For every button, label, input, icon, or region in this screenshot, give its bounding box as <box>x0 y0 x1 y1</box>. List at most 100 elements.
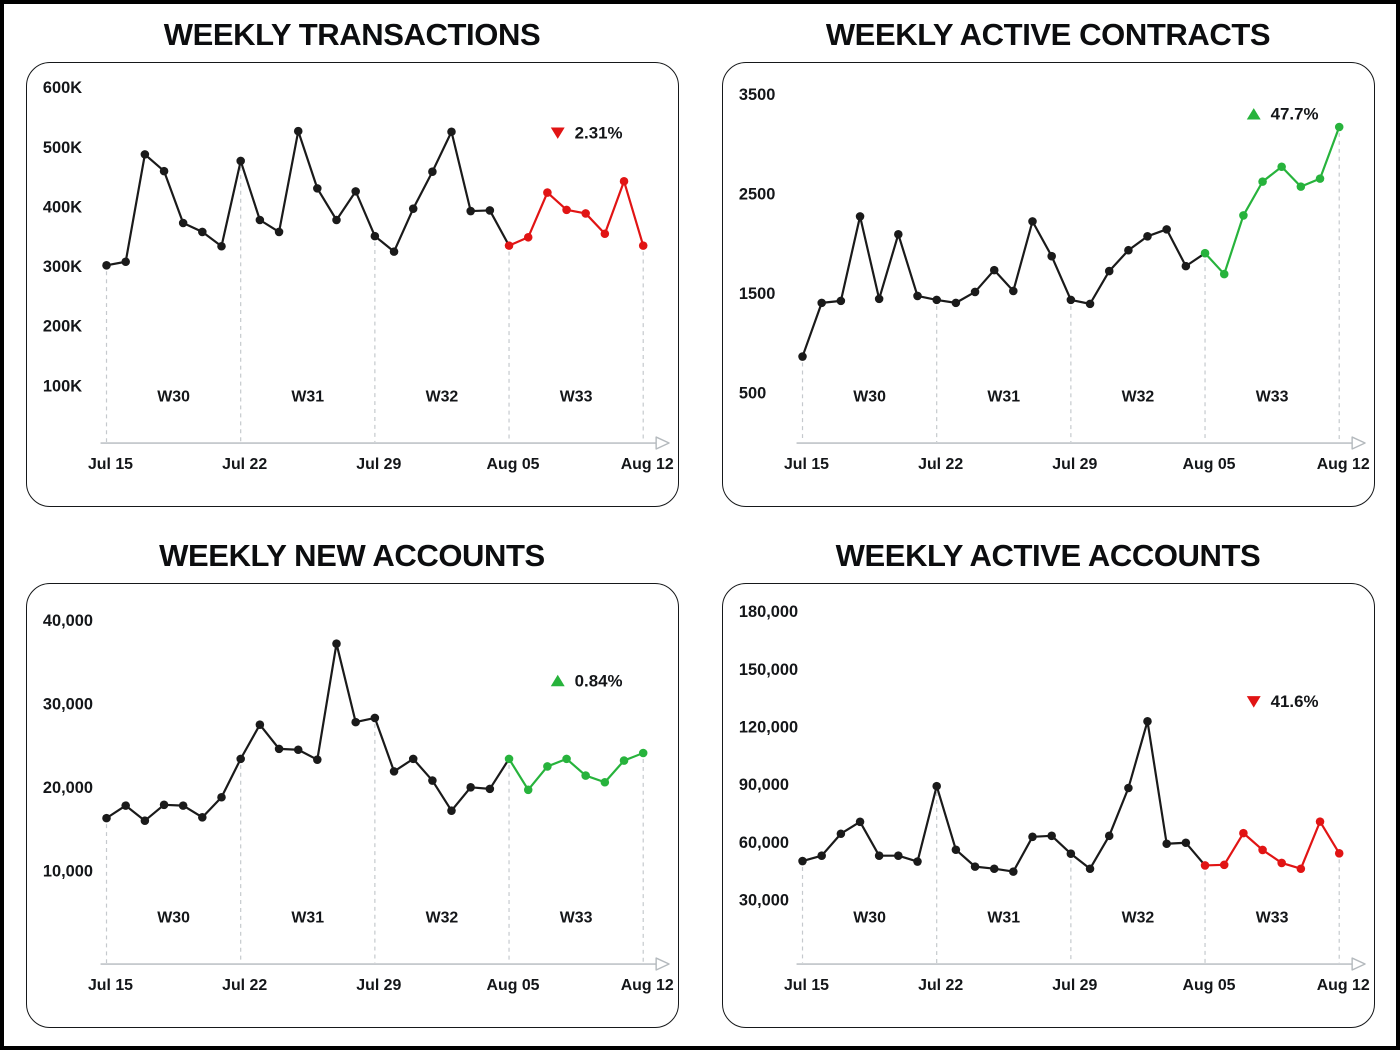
x-tick-label: Jul 22 <box>222 456 267 473</box>
change-badge: 2.31% <box>550 123 622 142</box>
week-label: W32 <box>1121 909 1154 926</box>
week-label: W33 <box>559 909 592 926</box>
data-point-dot <box>580 209 590 218</box>
data-point-dot <box>408 204 418 213</box>
data-point-dot <box>542 188 552 197</box>
x-tick-label: Aug 12 <box>620 456 673 473</box>
y-tick-label: 30,000 <box>738 891 788 909</box>
data-point-dot <box>370 231 379 241</box>
data-point-dot <box>159 800 168 810</box>
change-badge: 41.6% <box>1246 692 1318 711</box>
data-point-dot <box>1315 817 1324 826</box>
y-tick-label: 500 <box>738 384 765 402</box>
y-axis-labels: 180,000 150,000 120,000 90,000 60,000 30,000 <box>738 603 797 909</box>
y-tick-label: 30,000 <box>42 696 92 714</box>
y-tick-label: 180,000 <box>738 603 797 621</box>
data-point-dot <box>893 851 903 860</box>
trend-line-past <box>105 130 510 267</box>
x-tick-label: Aug 12 <box>1316 977 1369 994</box>
y-tick-label: 600K <box>42 79 81 97</box>
data-point-dot <box>638 241 647 250</box>
week-label: W30 <box>853 909 886 926</box>
x-tick-label: Aug 05 <box>1182 977 1235 994</box>
y-tick-label: 150,000 <box>738 661 797 679</box>
data-point-dot <box>1334 122 1343 132</box>
down-arrow-icon <box>550 127 565 139</box>
data-point-dot <box>178 801 187 810</box>
y-tick-label: 200K <box>42 318 81 336</box>
week-dividers <box>105 723 644 964</box>
y-tick-label: 2500 <box>738 186 774 204</box>
x-tick-label: Aug 05 <box>486 456 539 473</box>
axis-arrow-icon <box>654 957 670 971</box>
up-arrow-icon <box>1246 108 1261 120</box>
dashboard: WEEKLY TRANSACTIONS 600K 500K 400K 300K 200K… <box>4 4 1396 1046</box>
data-point-dot <box>178 218 187 228</box>
data-point-dot <box>1296 182 1305 191</box>
chart-title-weekly-active-contracts: WEEKLY ACTIVE CONTRACTS <box>825 17 1271 52</box>
data-point-dot <box>951 845 960 855</box>
week-labels: W30 W31 W32 W33 <box>157 909 592 926</box>
data-point-dot <box>836 296 845 306</box>
data-point-dot <box>912 857 922 866</box>
data-point-dot <box>255 720 264 729</box>
data-point-dot <box>101 261 111 270</box>
data-point-dot <box>1334 849 1343 858</box>
week-label: W31 <box>291 388 324 405</box>
data-point-dot <box>619 176 628 186</box>
trend-line-past <box>800 215 1206 357</box>
data-point-dot <box>523 233 532 242</box>
axis-arrow-icon <box>1350 436 1366 450</box>
data-point-dot <box>1046 831 1056 841</box>
change-badge-label: 41.6% <box>1270 692 1318 711</box>
y-tick-label: 100K <box>42 377 81 395</box>
data-point-dot <box>389 247 398 256</box>
change-badge-label: 0.84% <box>574 671 622 690</box>
data-point-dot <box>485 784 494 794</box>
data-point-dot <box>1161 839 1171 849</box>
x-tick-label: Jul 15 <box>783 977 828 994</box>
data-point-dot <box>465 783 475 792</box>
data-point-dot <box>580 771 590 780</box>
y-tick-label: 10,000 <box>42 863 92 881</box>
data-point-dot <box>989 265 999 275</box>
data-point-dot <box>159 166 168 176</box>
data-point-dot <box>1296 864 1305 873</box>
week-label: W31 <box>987 388 1020 405</box>
panel-weekly-transactions: WEEKLY TRANSACTIONS 600K 500K 400K 300K 200K… <box>4 4 700 525</box>
data-point-dot <box>197 813 207 822</box>
week-label: W33 <box>1255 388 1288 405</box>
data-point-dot <box>255 215 264 225</box>
data-point-dot <box>1257 845 1267 855</box>
data-point-dot <box>120 801 130 810</box>
data-points <box>797 122 1343 361</box>
week-label: W33 <box>559 388 592 405</box>
data-point-dot <box>816 298 826 308</box>
x-axis <box>100 957 670 971</box>
data-point-dot <box>235 156 245 166</box>
x-tick-label: Jul 22 <box>222 977 267 994</box>
data-point-dot <box>1276 858 1286 868</box>
data-point-dot <box>638 748 647 758</box>
chart-card-weekly-active-accounts: 180,000 150,000 120,000 90,000 60,000 30,000 J… <box>721 583 1375 1028</box>
y-axis-labels: 3500 2500 1500 500 <box>738 86 774 402</box>
data-point-dot <box>504 754 513 764</box>
chart-card-weekly-active-contracts: 3500 2500 1500 500 Jul 15 Jul 22 Jul 29 Aug 05 A… <box>721 62 1375 507</box>
x-tick-label: Jul 22 <box>918 456 963 473</box>
down-arrow-icon <box>1246 696 1261 708</box>
data-point-dot <box>1200 248 1209 258</box>
data-point-dot <box>1200 861 1209 870</box>
data-point-dot <box>197 227 207 237</box>
change-badge-label: 47.7% <box>1270 105 1318 124</box>
trend-line-past <box>801 720 1206 873</box>
data-point-dot <box>370 713 379 723</box>
y-tick-label: 400K <box>42 198 81 216</box>
data-point-dot <box>1181 261 1190 271</box>
data-point-dot <box>523 785 532 795</box>
data-point-dot <box>312 755 322 764</box>
data-point-dot <box>446 806 456 815</box>
data-point-dot <box>836 829 845 839</box>
data-point-dot <box>1085 299 1094 309</box>
data-point-dot <box>874 294 883 304</box>
